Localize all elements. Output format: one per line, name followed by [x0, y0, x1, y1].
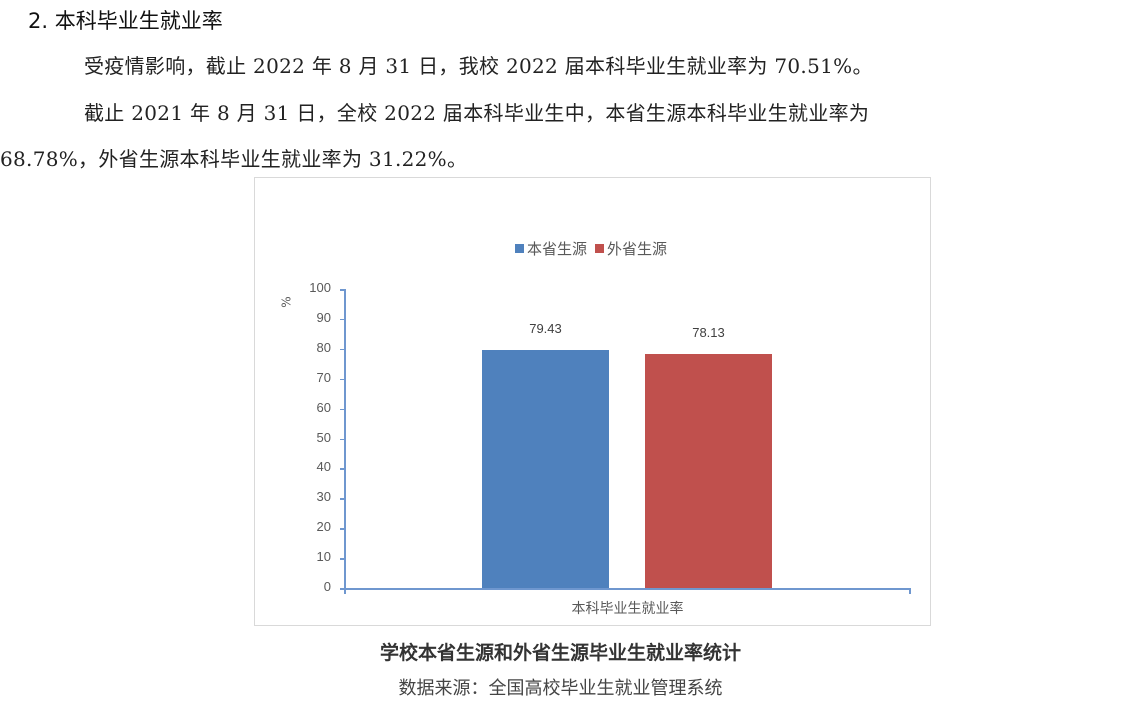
bar-nonlocal	[645, 354, 772, 588]
data-source: 数据来源：全国高校毕业生就业管理系统	[398, 678, 723, 699]
y-tick-mark	[340, 408, 345, 411]
legend-label-local: 本省生源	[527, 240, 588, 258]
x-axis-line	[344, 588, 911, 590]
section-heading: 2. 本科毕业生就业率	[28, 9, 223, 33]
y-tick-label: 60	[316, 399, 331, 415]
y-tick-label: 30	[316, 489, 331, 505]
y-tick-label: 100	[309, 280, 331, 295]
legend-item-nonlocal: 外省生源	[595, 238, 667, 259]
y-tick-mark	[340, 318, 345, 321]
y-tick-mark	[340, 588, 345, 590]
y-tick-mark	[340, 348, 345, 351]
y-tick-label: 50	[316, 429, 331, 445]
y-tick-mark	[340, 289, 345, 291]
x-axis-tick-right	[909, 588, 911, 594]
paragraph-province-rate-cont: 68.78%，外省生源本科毕业生就业率为 31.22%。	[0, 147, 468, 171]
figure-caption: 学校本省生源和外省生源毕业生就业率统计	[379, 642, 741, 664]
paragraph-overall-rate: 受疫情影响，截止 2022 年 8 月 31 日，我校 2022 届本科毕业生就…	[84, 54, 873, 78]
y-tick-mark	[340, 558, 345, 560]
y-tick-mark	[340, 378, 345, 381]
y-tick-mark	[340, 438, 345, 440]
x-axis-tick-left	[344, 588, 346, 594]
y-tick-label: 0	[323, 579, 331, 594]
y-tick-label: 10	[316, 549, 331, 565]
y-tick-label: 40	[316, 459, 331, 475]
legend-label-nonlocal: 外省生源	[607, 240, 668, 258]
bar-local	[482, 350, 609, 588]
y-tick-label: 80	[316, 339, 331, 355]
y-tick-label: 20	[316, 519, 331, 535]
y-tick-label: 90	[316, 309, 331, 325]
bar-label-nonlocal: 78.13	[692, 325, 725, 340]
x-category-label: 本科毕业生就业率	[571, 601, 684, 617]
legend-swatch-local-icon	[515, 244, 524, 253]
legend-item-local: 本省生源	[515, 238, 587, 259]
y-tick-mark	[340, 498, 345, 500]
y-axis-line	[344, 289, 346, 589]
bar-label-local: 79.43	[529, 321, 562, 336]
y-tick-label: 70	[316, 369, 331, 385]
paragraph-province-rate: 截止 2021 年 8 月 31 日，全校 2022 届本科毕业生中，本省生源本…	[84, 101, 870, 125]
y-tick-mark	[340, 528, 345, 530]
legend-swatch-nonlocal-icon	[595, 244, 605, 253]
y-axis-unit: %	[279, 296, 294, 308]
y-tick-mark	[340, 468, 345, 470]
